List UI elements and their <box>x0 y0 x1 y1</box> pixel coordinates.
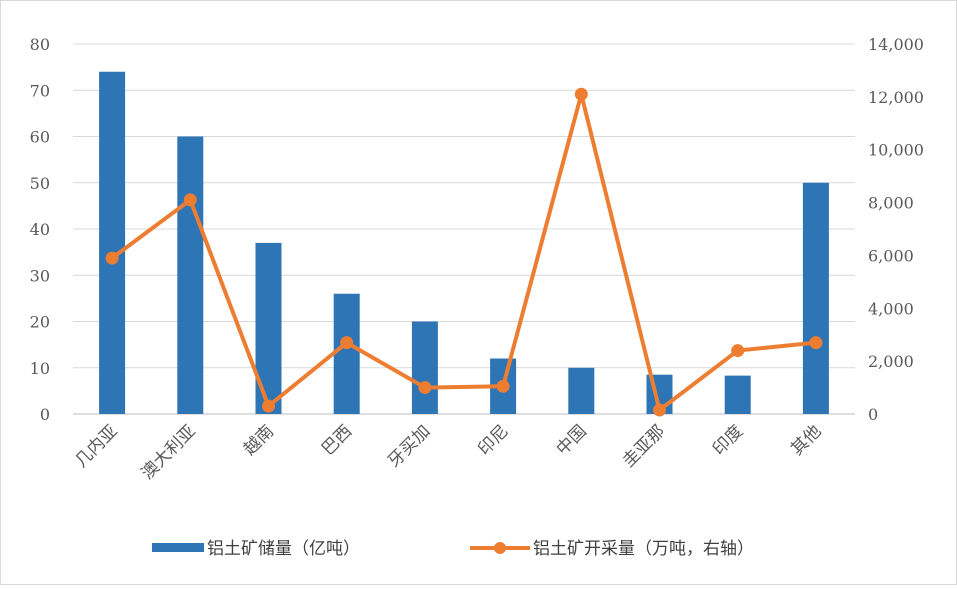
legend-line-label: 铝土矿开采量（万吨，右轴） <box>533 539 754 559</box>
left-axis: 0 10 20 30 40 50 60 70 80 <box>30 35 50 424</box>
left-axis-tick-label: 10 <box>30 359 50 378</box>
bar <box>411 321 438 414</box>
line-point <box>262 399 275 413</box>
bar <box>568 367 595 414</box>
line-point <box>653 403 666 417</box>
line-point <box>574 87 588 101</box>
line-point <box>340 336 354 350</box>
bar <box>255 242 282 414</box>
line-point <box>731 344 745 358</box>
line-series-path <box>110 92 817 413</box>
right-axis: 0 2,000 4,000 6,000 8,000 10,000 12,000 14,000 <box>868 35 924 424</box>
line-point <box>496 379 510 393</box>
left-axis-tick-label: 0 <box>40 405 50 424</box>
left-axis-tick-label: 40 <box>30 220 50 239</box>
line-point <box>105 251 119 265</box>
bar <box>333 293 360 414</box>
legend-bar-label: 铝土矿储量（亿吨） <box>207 539 360 559</box>
left-axis-tick-label: 70 <box>30 81 50 100</box>
left-axis-tick-label: 30 <box>30 266 50 285</box>
left-axis-tick-label: 20 <box>30 313 50 332</box>
line-point <box>809 336 823 350</box>
line-point <box>418 381 432 395</box>
bar <box>724 375 751 414</box>
right-axis-tick-label: 12,000 <box>868 88 924 107</box>
legend-line-marker <box>494 542 506 554</box>
left-axis-tick-label: 50 <box>30 174 50 193</box>
line-series <box>105 87 823 417</box>
right-axis-tick-label: 10,000 <box>868 141 924 160</box>
right-axis-tick-label: 4,000 <box>868 299 914 318</box>
bar <box>177 136 204 414</box>
bar <box>802 182 829 414</box>
right-axis-tick-label: 14,000 <box>868 35 924 54</box>
right-axis-tick-label: 2,000 <box>868 352 914 371</box>
left-axis-tick-label: 60 <box>30 128 50 147</box>
line-point <box>183 193 197 207</box>
gridlines <box>73 43 855 415</box>
right-axis-tick-label: 8,000 <box>868 194 914 213</box>
legend: 铝土矿储量（亿吨） 铝土矿开采量（万吨，右轴） <box>152 539 754 559</box>
left-axis-tick-label: 80 <box>30 35 50 54</box>
legend-bar-swatch <box>152 543 204 552</box>
bar <box>99 71 126 414</box>
bar-series <box>99 71 829 414</box>
right-axis-tick-label: 0 <box>868 405 878 424</box>
right-axis-tick-label: 6,000 <box>868 246 914 265</box>
